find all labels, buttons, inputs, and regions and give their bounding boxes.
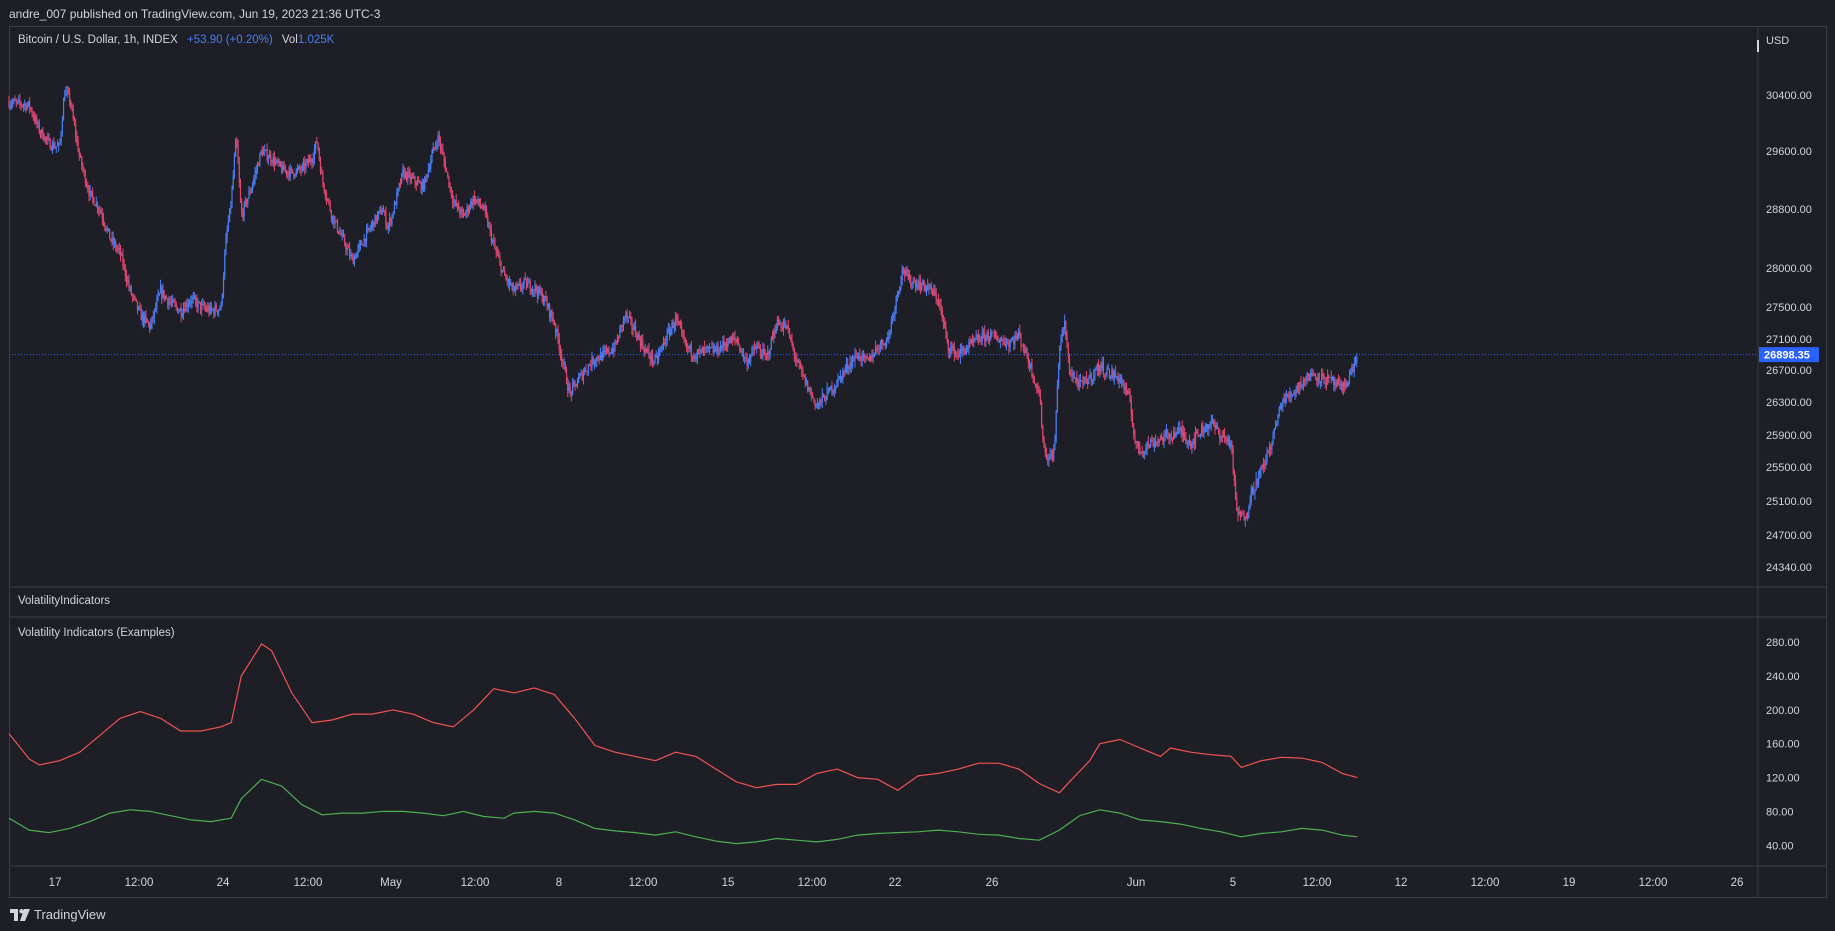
price-change: +53.90 (+0.20%) — [187, 34, 273, 46]
indicator-pane-subtitle[interactable]: Volatility Indicators (Examples) — [18, 627, 175, 639]
volume-value: 1.025K — [297, 34, 335, 46]
publish-info: andre_007 published on TradingView.com, … — [9, 7, 381, 21]
symbol-name[interactable]: Bitcoin / U.S. Dollar, 1h, INDEX — [18, 34, 178, 46]
header-bar: andre_007 published on TradingView.com, … — [0, 0, 1835, 26]
volume-label: Vol — [281, 34, 298, 46]
tradingview-logo-icon — [10, 908, 30, 921]
indicator-pane-title[interactable]: VolatilityIndicators — [18, 595, 111, 607]
symbol-legend[interactable]: Bitcoin / U.S. Dollar, 1h, INDEX +53.90 … — [18, 34, 334, 46]
brand-text: TradingView — [34, 907, 106, 922]
brand[interactable]: TradingView — [10, 907, 106, 922]
footer-bar — [0, 898, 1835, 931]
chart-frame — [9, 26, 1827, 898]
